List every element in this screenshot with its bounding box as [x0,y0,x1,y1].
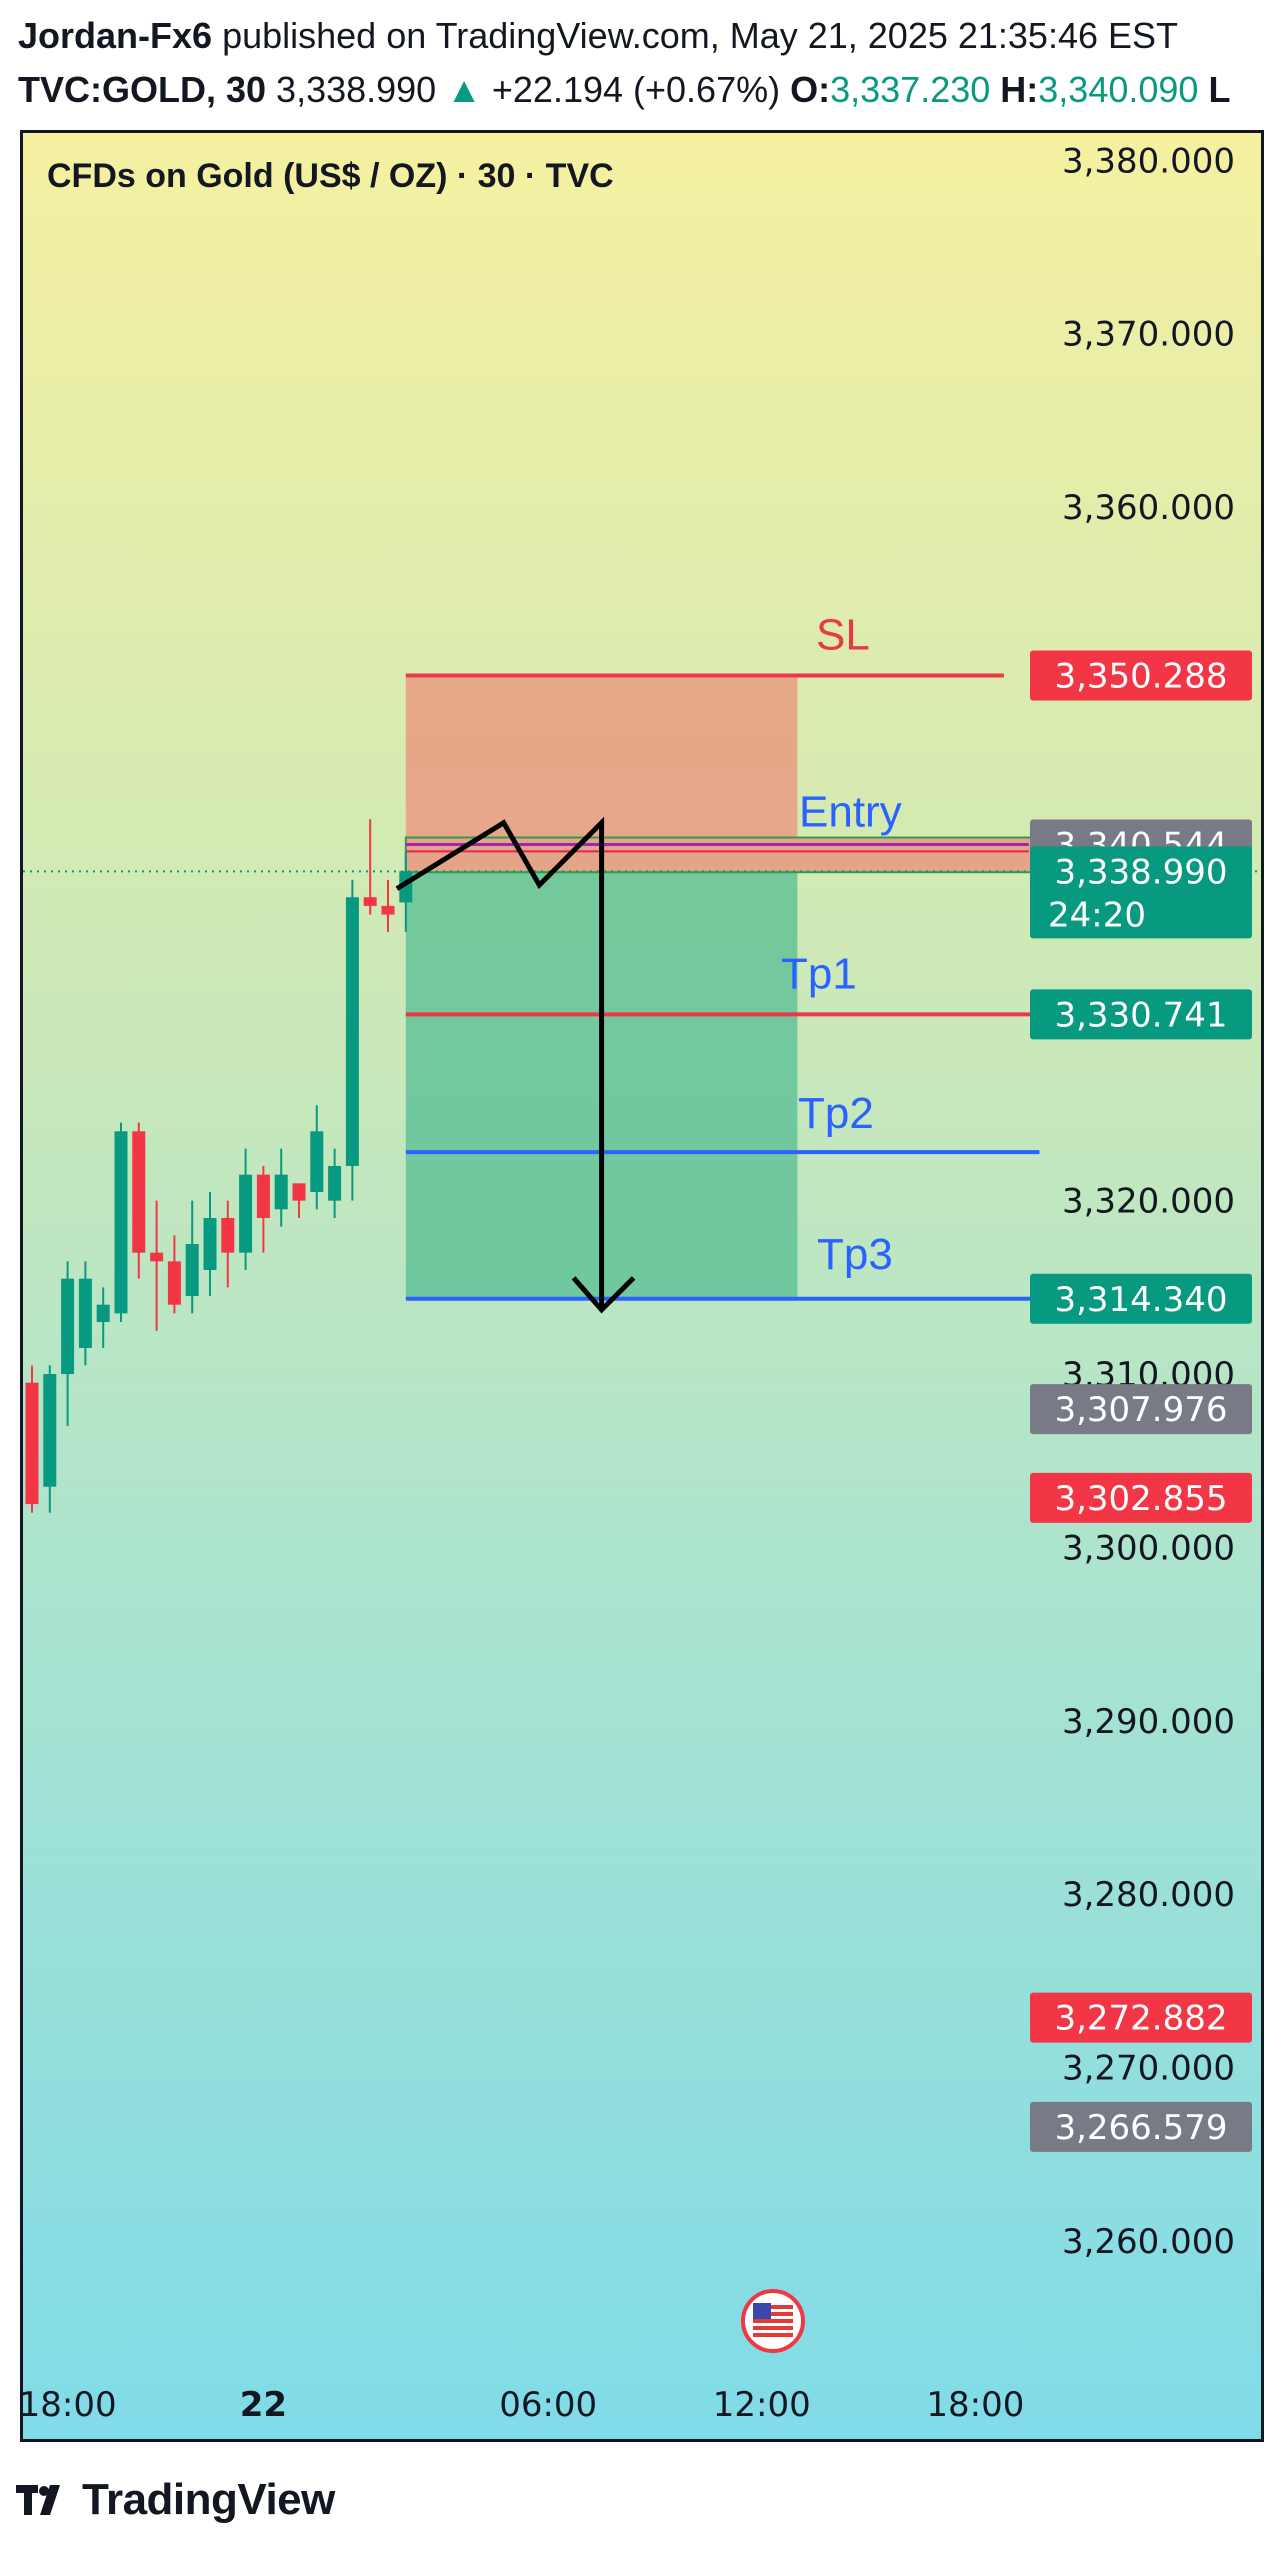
candle-body [96,1304,110,1323]
countdown-label: 24:20 [1048,895,1146,935]
price-badge [1030,650,1252,701]
y-tick-label: 3,260.000 [1062,2222,1235,2262]
price-badge-label: 3,302.855 [1054,1479,1227,1519]
chart-title: CFDs on Gold (US$ / OZ) · 30 · TVC [47,157,614,195]
y-tick-label: 3,360.000 [1062,488,1235,528]
candle-body [25,1382,39,1505]
x-tick-label: 18:00 [23,2385,117,2425]
y-tick-label: 3,270.000 [1062,2049,1235,2089]
x-tick-label: 22 [240,2385,287,2425]
candle-body [328,1165,342,1201]
price-badge [1030,989,1252,1040]
price-badge-label: 3,307.976 [1054,1390,1227,1430]
publish-info: Jordan-Fx6 published on TradingView.com,… [18,10,1178,62]
candle-body [61,1278,75,1375]
us-flag-stripe [753,2333,793,2337]
entry-zone [404,836,1080,874]
x-tick-label: 18:00 [926,2385,1024,2425]
candle-body [114,1131,128,1314]
price-badge-label: 3,266.579 [1054,2108,1227,2148]
arrow-head-icon [571,1276,636,1314]
y-tick-label: 3,380.000 [1062,141,1235,181]
candle-body [43,1374,57,1487]
open-label: O: [790,69,831,110]
projection-path [395,816,605,1310]
footer: TradingView [16,2470,335,2530]
price-badge-label: 3,350.288 [1054,657,1227,697]
y-tick-label: 3,320.000 [1062,1182,1235,1222]
price-badge [1030,1384,1252,1435]
y-tick-label: 3,370.000 [1062,315,1235,355]
symbol-info: TVC:GOLD, 30 3,338.990 ▲ +22.194 (+0.67%… [18,64,1230,116]
y-tick-label: 3,300.000 [1062,1528,1235,1568]
low-label-cut: L [1208,69,1231,110]
last-price: 3,338.990 [276,69,437,110]
us-flag-stripe [753,2326,793,2330]
price-badge [1030,2101,1252,2152]
price-badge [1030,846,1252,939]
open-value: 3,337.230 [830,69,991,110]
price-badge-label: 3,314.340 [1054,1280,1227,1320]
price-badge [1030,1273,1252,1324]
symbol-name[interactable]: TVC:GOLD, 30 [18,69,267,110]
price-badge-label: 3,330.741 [1054,995,1227,1035]
candle-body [274,1174,288,1210]
price-change: +22.194 (+0.67%) [491,69,781,110]
x-tick-label: 12:00 [713,2385,811,2425]
tradingview-logo-icon [16,2485,60,2515]
candle-body [292,1183,306,1201]
up-triangle-icon: ▲ [446,69,482,110]
us-flag-stripe [753,2312,793,2316]
tradingview-wordmark: TradingView [82,2475,335,2524]
candle-body [150,1252,164,1262]
us-flag-stripe [753,2319,793,2323]
high-label: H: [1000,69,1039,110]
author-name[interactable]: Jordan-Fx6 [18,15,213,56]
candle-body [239,1174,253,1253]
sl-label: SL [816,611,870,660]
x-tick-label: 06:00 [499,2385,597,2425]
us-flag-canton [753,2303,771,2319]
candle-body [363,897,377,906]
candle-body [78,1278,92,1349]
chart-frame[interactable]: SL Entry Tp1 Tp2 Tp3 3,380.000 3,370.000 3,360.… [20,130,1264,2442]
high-value: 3,340.090 [1038,69,1199,110]
price-badge [1030,1992,1252,2043]
candle-body [345,897,359,1166]
price-badge-label: 3,338.990 [1054,852,1227,892]
price-badge-label: 3,272.882 [1054,1999,1227,2039]
y-tick-label: 3,290.000 [1062,1702,1235,1742]
tp1-label: Tp1 [781,949,857,998]
tp3-label: Tp3 [817,1230,893,1279]
us-flag-stripe [753,2305,793,2309]
price-badge [1030,1472,1252,1523]
candle-body [132,1131,146,1253]
chart-plot[interactable]: SL Entry Tp1 Tp2 Tp3 3,380.000 3,370.000 3,360.… [23,133,1264,2442]
y-tick-label: 3,280.000 [1062,1875,1235,1915]
candle-body [185,1244,199,1297]
candle-body [381,905,395,915]
tp2-label: Tp2 [798,1089,874,1138]
published-text: published on TradingView.com, May 21, 20… [222,15,1179,56]
candle-body [167,1261,181,1305]
candle-body [203,1217,217,1271]
candle-body [256,1174,270,1218]
candle-body [310,1131,324,1192]
entry-label: Entry [799,787,902,836]
candle-body [221,1217,235,1253]
